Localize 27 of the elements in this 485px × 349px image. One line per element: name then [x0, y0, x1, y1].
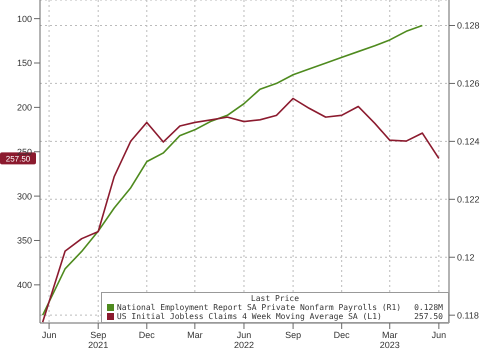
x-tick-label: Sep — [285, 330, 302, 340]
y-tick-label: 100 — [16, 14, 32, 24]
x-tick-label: Jun — [42, 330, 56, 340]
y-tick-label: 350 — [16, 236, 32, 246]
y2-tick-label: 0.12 — [457, 252, 475, 262]
annotation: 257.50 — [414, 312, 443, 321]
y2-tick-label: 0.124 — [457, 136, 480, 147]
y2-tick-label: 0.128 — [457, 20, 480, 31]
y2-tick-label: 0.126 — [457, 78, 480, 89]
x-tick-label: Mar — [187, 330, 203, 340]
y2-tick-label: 0.122 — [457, 194, 480, 204]
x-tick-label: Sep 2021 — [88, 330, 108, 349]
x-tick-label: Mar 2023 — [380, 330, 400, 349]
y-tick-label: 300 — [16, 191, 32, 202]
legend-label: National Employment Report SA Private Nonfarm Payrolls (R1) — [116, 303, 402, 312]
text: 257.50 — [6, 154, 30, 164]
x-tick-label: Dec — [138, 330, 156, 340]
y-tick-label: 200 — [16, 102, 32, 113]
legend-title: Last Price — [250, 294, 300, 303]
y-tick-label: 400 — [16, 280, 32, 290]
x-tick-label: Dec — [334, 330, 350, 340]
annotation: 0.128M — [414, 303, 443, 312]
y-tick-label: 150 — [16, 58, 32, 68]
legend-label: US Initial Jobless Claims 4 Week Moving Average SA (L1) — [116, 312, 383, 321]
y2-tick-label: 0.118 — [457, 310, 479, 320]
x-tick-label: Jun 2022 — [234, 330, 254, 349]
x-tick-label: Jun — [432, 330, 446, 340]
